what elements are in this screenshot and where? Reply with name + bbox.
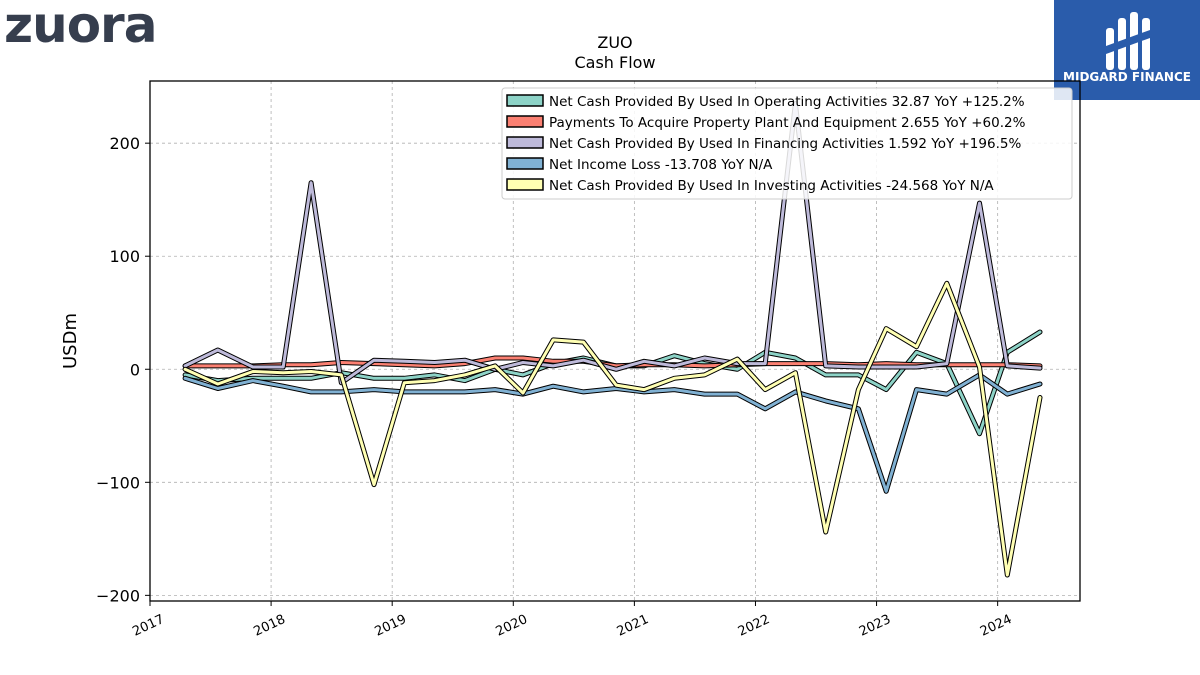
x-tick-label: 2021 xyxy=(615,612,651,640)
plot-frame xyxy=(149,80,1081,602)
series-line xyxy=(182,280,1043,578)
series-line xyxy=(182,372,1043,494)
x-tick-label: 2017 xyxy=(130,612,166,640)
legend-label: Net Cash Provided By Used In Investing A… xyxy=(549,178,994,194)
series-stroke xyxy=(183,373,1042,493)
legend-swatch xyxy=(506,157,544,170)
y-tick-label: 100 xyxy=(109,247,140,266)
chart-subtitle: Cash Flow xyxy=(574,53,655,72)
legend-swatch xyxy=(506,178,544,191)
midgard-finance-label: MIDGARD FINANCE xyxy=(1063,70,1191,84)
x-tick-label: 2019 xyxy=(373,612,409,640)
y-tick-label: −100 xyxy=(96,473,140,492)
chart-title: ZUO xyxy=(597,33,632,52)
y-tick-label: 200 xyxy=(109,134,140,153)
midgard-finance-logo: MIDGARD FINANCE xyxy=(1054,0,1200,100)
series-stroke xyxy=(183,356,1042,368)
legend-label: Net Income Loss -13.708 YoY N/A xyxy=(549,157,773,173)
legend-swatch xyxy=(506,94,544,107)
legend-swatch xyxy=(506,115,544,128)
x-tick-label: 2024 xyxy=(978,612,1014,640)
y-axis: 200 100 0 −100 −200 xyxy=(96,134,150,605)
y-tick-label: 0 xyxy=(130,360,140,379)
x-tick-label: 2018 xyxy=(251,612,287,640)
legend: Net Cash Provided By Used In Operating A… xyxy=(501,87,1073,200)
series-outline xyxy=(182,280,1043,578)
series-layer xyxy=(182,101,1043,578)
x-tick-label: 2022 xyxy=(736,612,772,640)
series-stroke xyxy=(183,102,1042,385)
legend-label: Payments To Acquire Property Plant And E… xyxy=(549,115,1026,131)
y-tick-label: −200 xyxy=(96,586,140,605)
x-tick-label: 2023 xyxy=(857,612,893,640)
series-line xyxy=(182,101,1043,386)
midgard-logo-mark-icon xyxy=(1106,12,1150,70)
legend-label: Net Cash Provided By Used In Operating A… xyxy=(549,94,1025,110)
legend-swatch xyxy=(506,136,544,149)
legend-box xyxy=(501,87,1073,200)
series-stroke xyxy=(183,281,1042,577)
legend-label: Net Cash Provided By Used In Financing A… xyxy=(549,136,1021,152)
y-axis-label: USDm xyxy=(60,313,81,369)
x-axis: 2017 2018 2019 2020 2021 2022 2023 2024 xyxy=(130,601,1014,640)
x-tick-label: 2020 xyxy=(494,612,530,640)
zuora-logo: zuora xyxy=(4,0,157,54)
series-line xyxy=(182,355,1043,369)
